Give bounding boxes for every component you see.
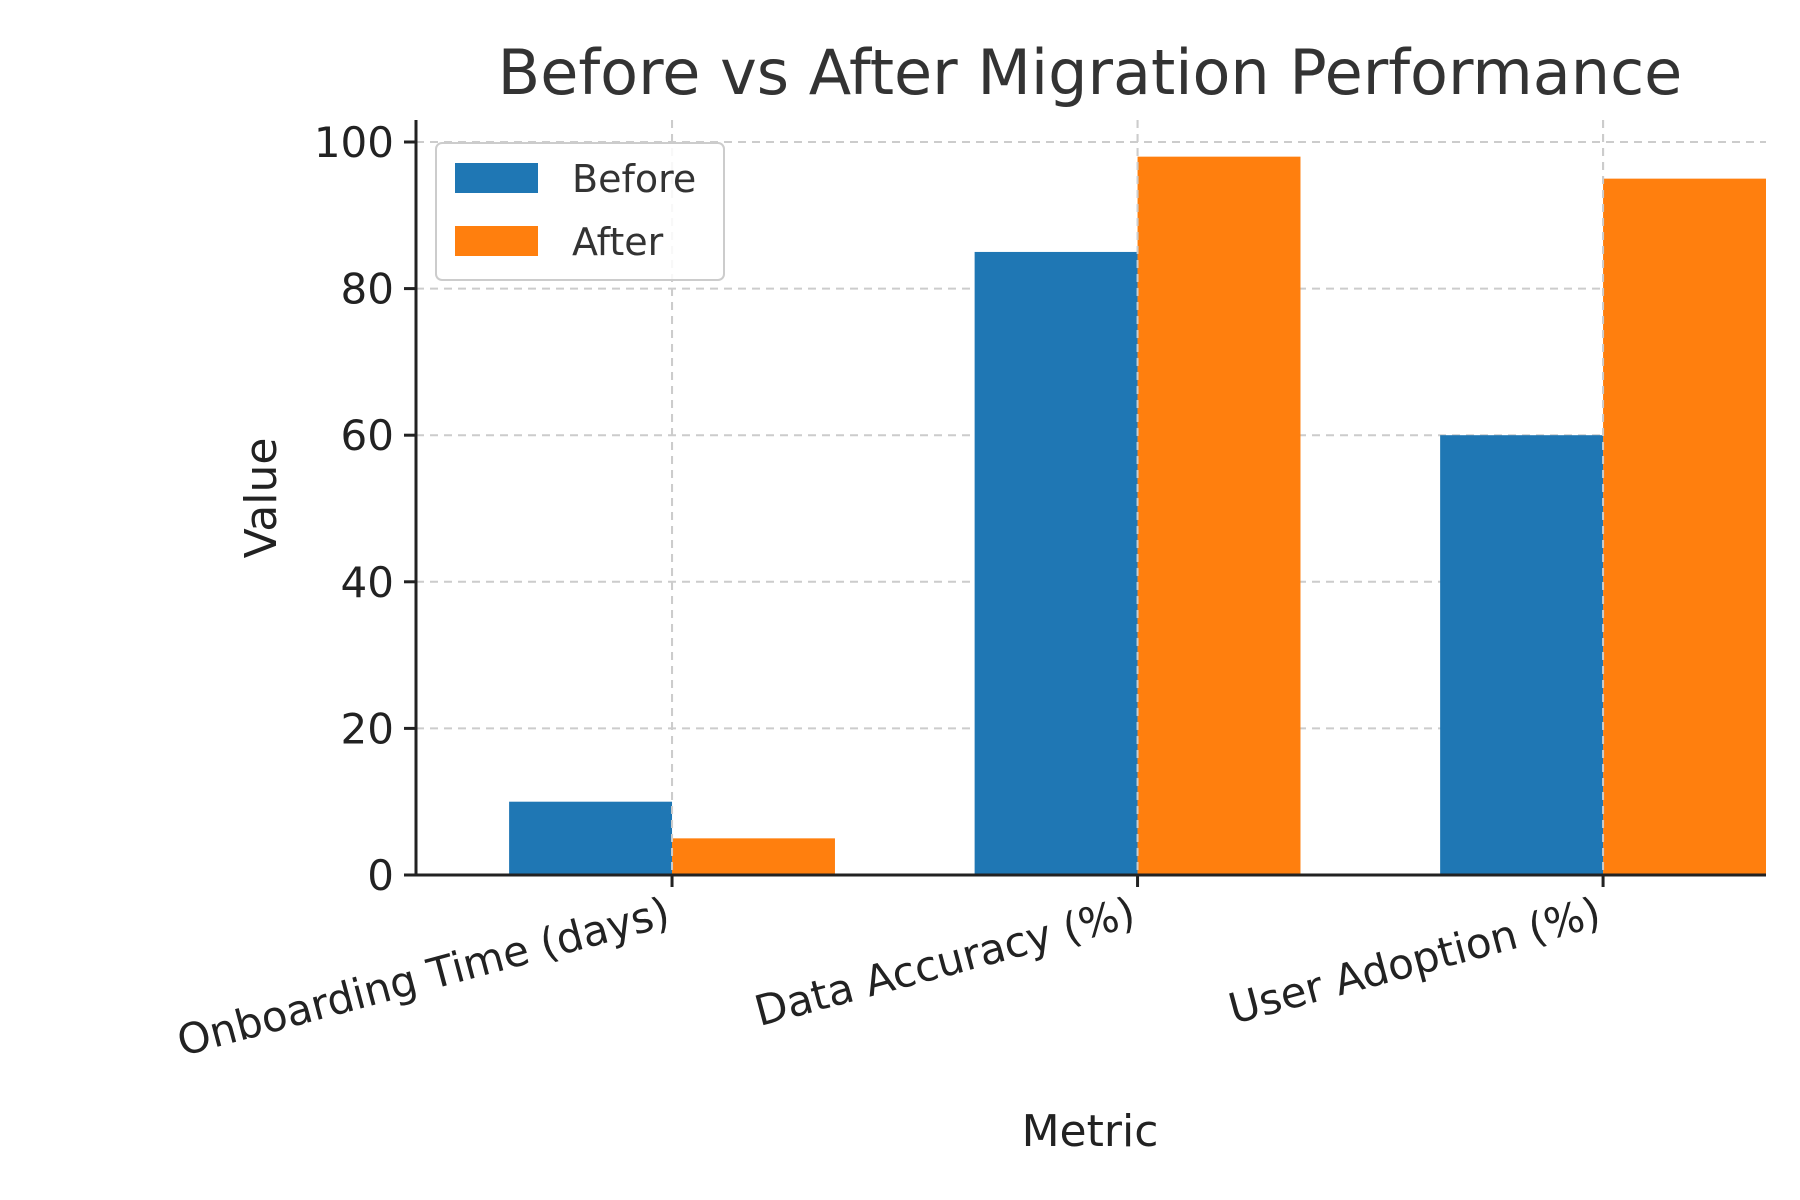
bar-before-1 <box>974 251 1138 875</box>
x-tick-label: Onboarding Time (days) <box>172 887 675 1066</box>
x-tick-labels: Onboarding Time (days) Data Accuracy (%) U… <box>172 887 1606 1066</box>
chart-title: Before vs After Migration Performance <box>498 36 1683 109</box>
bar-after-0 <box>672 838 835 875</box>
legend-swatch-after <box>455 226 538 256</box>
bars <box>509 120 1766 876</box>
x-tick-label: Data Accuracy (%) <box>749 887 1140 1036</box>
y-tick-label: 0 <box>367 851 394 900</box>
y-tick-label: 20 <box>341 704 394 753</box>
legend: Before After <box>435 142 725 281</box>
y-tick-label: 40 <box>341 558 394 607</box>
bar-before-2 <box>1440 435 1604 875</box>
bar-after-1 <box>1137 156 1301 875</box>
legend-label-before: Before <box>572 157 696 201</box>
x-axis-label: Metric <box>1022 1106 1159 1157</box>
legend-label-after: After <box>572 220 664 264</box>
bar-before-0 <box>509 801 673 875</box>
y-tick-label: 100 <box>314 118 394 167</box>
y-tick-label: 60 <box>341 411 394 460</box>
x-tick-label: User Adoption (%) <box>1223 887 1605 1033</box>
y-axis-label: Value <box>236 438 287 559</box>
bar-after-2 <box>1603 178 1766 876</box>
axes <box>414 120 1766 877</box>
y-ticks: 0 20 40 60 80 100 <box>314 118 1605 900</box>
legend-swatch-before <box>455 163 538 193</box>
y-tick-label: 80 <box>341 265 394 314</box>
